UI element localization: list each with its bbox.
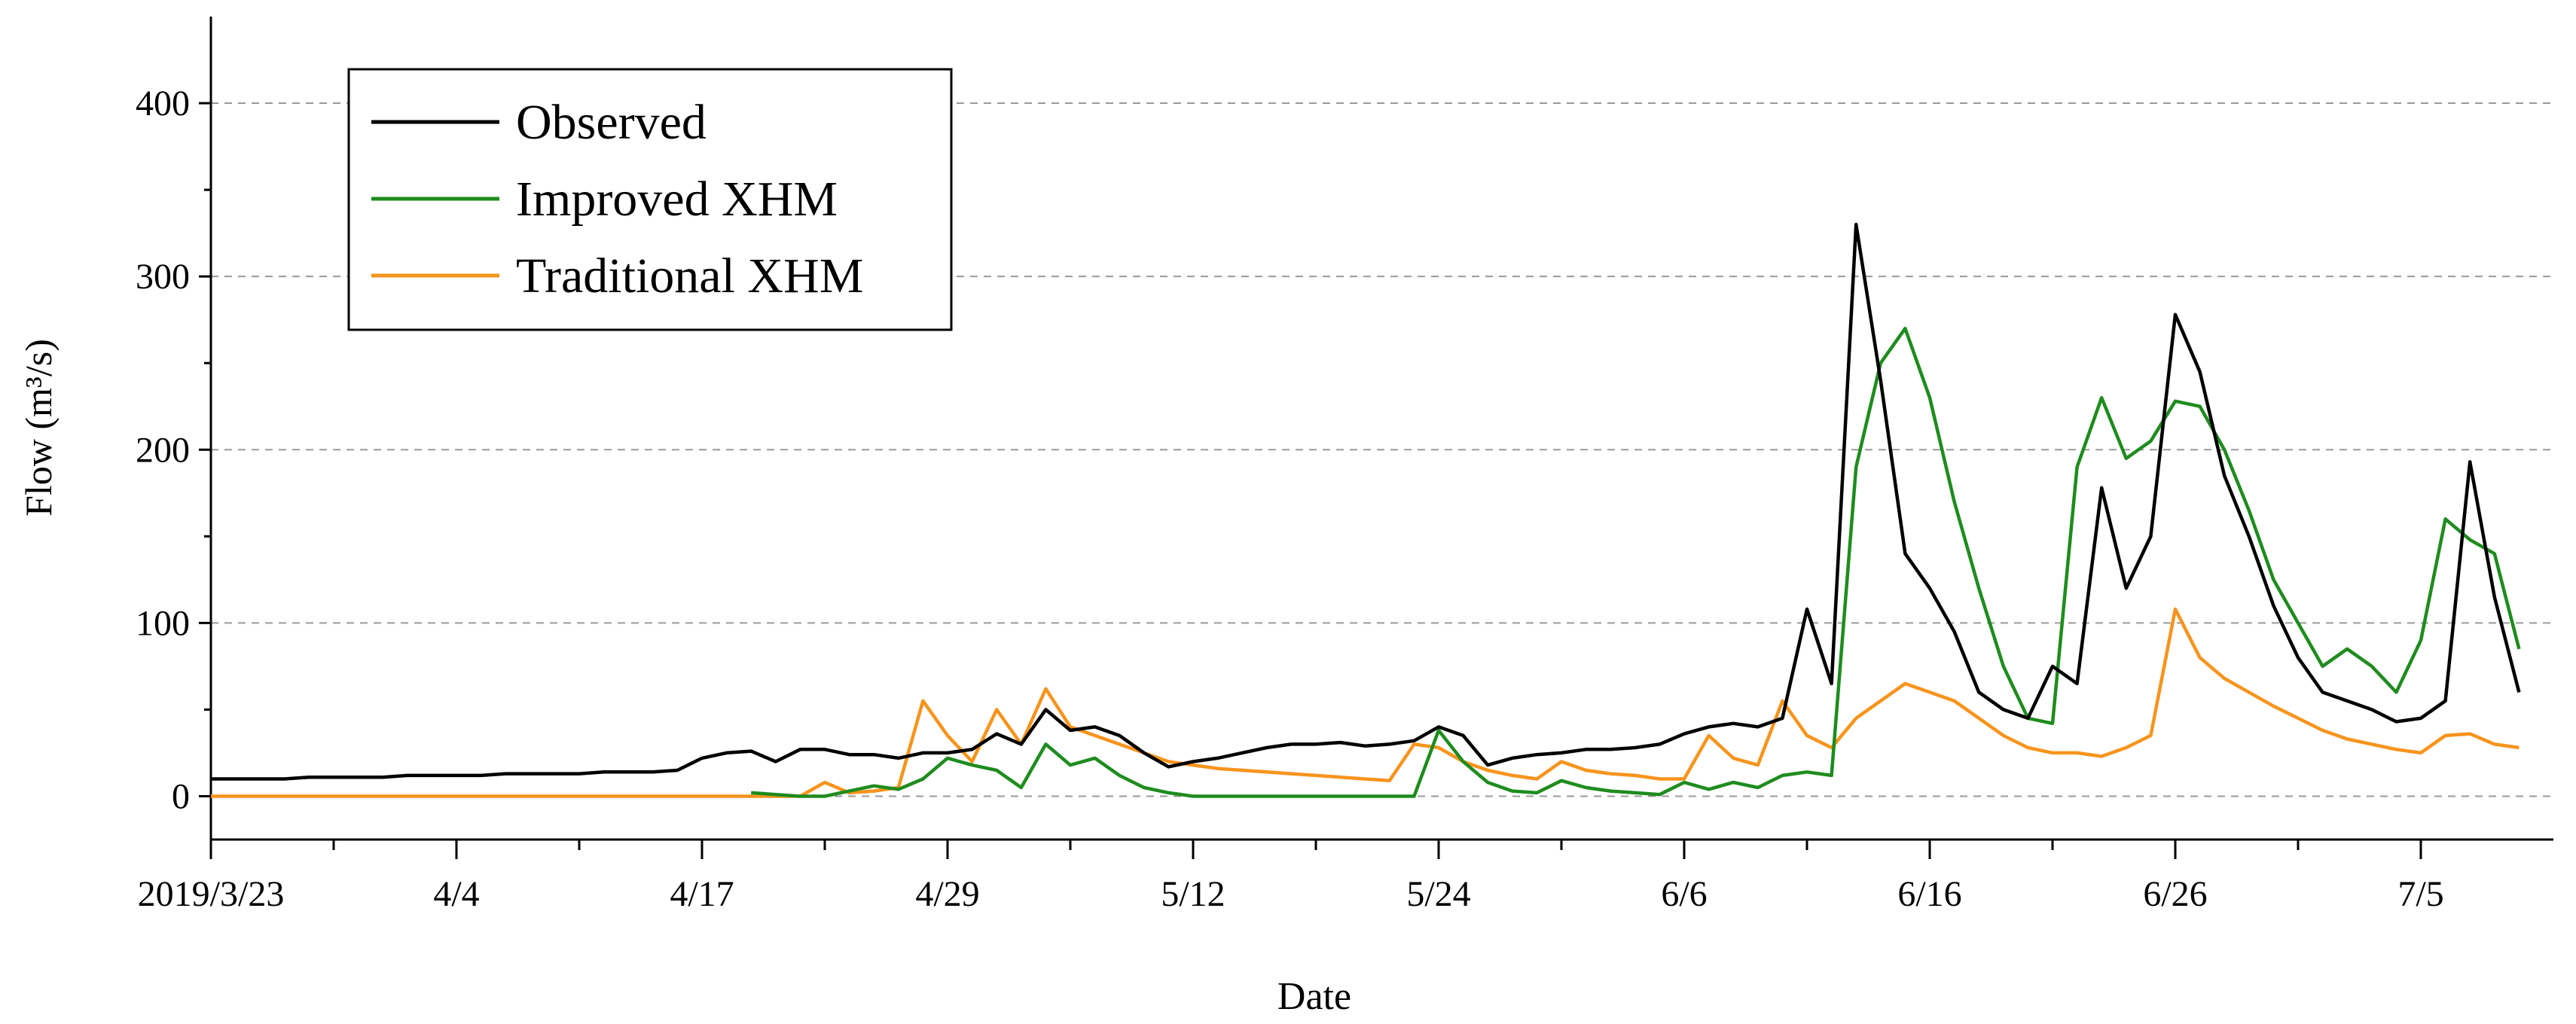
series-line (211, 607, 2520, 798)
x-tick-label: 7/5 (2397, 874, 2443, 914)
x-tick-label: 2019/3/23 (138, 874, 285, 914)
x-tick-label: 6/6 (1661, 874, 1707, 914)
legend-label: Observed (516, 95, 707, 150)
y-tick-label: 400 (136, 84, 190, 123)
x-tick-label: 4/29 (915, 874, 979, 914)
x-tick-label: 5/12 (1161, 874, 1225, 914)
legend-label: Improved XHM (516, 172, 838, 227)
x-tick-label: 4/17 (670, 874, 734, 914)
series-line (211, 222, 2521, 781)
x-tick-label: 5/24 (1406, 874, 1470, 914)
x-tick-label: 4/4 (433, 874, 479, 914)
y-tick-label: 300 (136, 257, 190, 297)
y-tick-label: 200 (136, 430, 190, 470)
y-tick-label: 100 (136, 603, 190, 643)
x-tick-label: 6/16 (1897, 874, 1961, 914)
x-tick-label: 6/26 (2143, 874, 2207, 914)
series-line (751, 326, 2521, 798)
y-tick-label: 0 (172, 776, 190, 816)
x-axis-title: Date (1277, 975, 1351, 1018)
legend-label: Traditional XHM (516, 248, 863, 303)
y-axis-title: Flow (m³/s) (17, 339, 60, 517)
